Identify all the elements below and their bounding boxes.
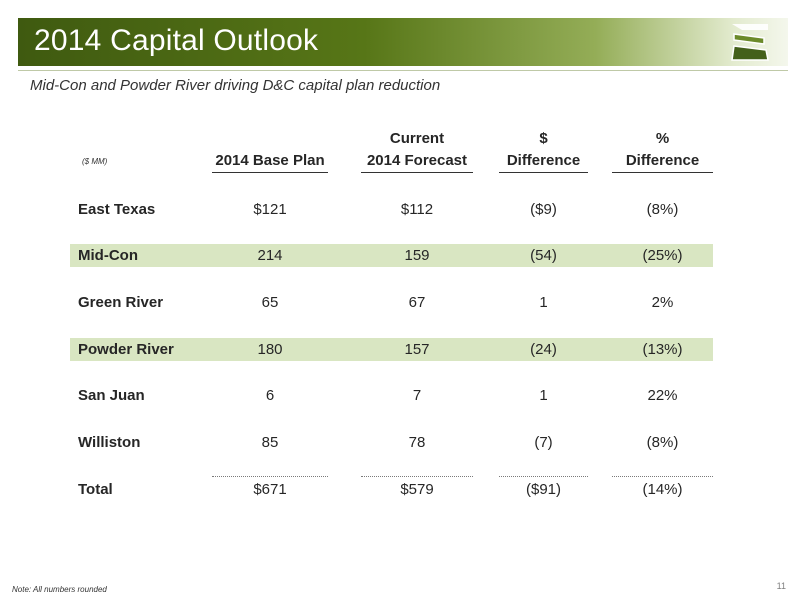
table-cell: (54) — [530, 247, 557, 264]
row-highlight-mid-con — [70, 244, 713, 267]
table-cell: $121 — [253, 201, 287, 218]
table-cell: (7) — [534, 434, 553, 451]
title-bar: 2014 Capital Outlook — [18, 18, 788, 66]
table-cell: 85 — [261, 434, 279, 451]
table-cell: (8%) — [646, 201, 679, 218]
column-header-base-plan: 2014 Base Plan — [212, 128, 328, 173]
table-cell: 65 — [261, 294, 279, 311]
page-number: 11 — [776, 581, 786, 591]
table-cell: $112 — [400, 201, 434, 218]
column-header-forecast: Current 2014 Forecast — [361, 128, 473, 173]
table-cell: (24) — [530, 341, 557, 358]
column-header-line1: Current — [389, 130, 445, 147]
table-cell: (8%) — [646, 434, 679, 451]
page-title: 2014 Capital Outlook — [34, 24, 319, 57]
table-cell: 1 — [539, 294, 548, 311]
table-cell: 214 — [257, 247, 283, 264]
table-cell: 180 — [257, 341, 283, 358]
table-cell: (25%) — [642, 247, 683, 264]
table-cell: ($9) — [530, 201, 557, 218]
column-header-line1 — [212, 128, 328, 150]
column-header-line2: 2014 Forecast — [361, 150, 473, 173]
table-cell: (13%) — [642, 341, 683, 358]
table-cell: 2% — [651, 294, 674, 311]
total-separator — [361, 476, 473, 477]
table-cell: (14%) — [642, 481, 683, 498]
row-label-san-juan: San Juan — [78, 387, 145, 404]
units-label: ($ MM) — [82, 157, 108, 166]
row-label-williston: Williston — [78, 434, 141, 451]
table-cell: 6 — [265, 387, 275, 404]
total-separator — [499, 476, 588, 477]
row-label-green-river: Green River — [78, 294, 164, 311]
row-highlight-powder-river — [70, 338, 713, 361]
column-header-dollar-difference: $ Difference — [499, 128, 588, 173]
table-cell: 67 — [408, 294, 426, 311]
footnote: Note: All numbers rounded — [12, 585, 107, 594]
column-header-line1: $ — [539, 130, 548, 147]
row-label-mid-con: Mid-Con — [78, 247, 138, 264]
column-header-percent-difference: % Difference — [612, 128, 713, 173]
column-header-line2: Difference — [612, 150, 713, 173]
total-separator — [612, 476, 713, 477]
table-cell: $579 — [400, 481, 434, 498]
table-cell: 78 — [408, 434, 426, 451]
column-header-line2: 2014 Base Plan — [212, 150, 328, 173]
title-divider — [18, 70, 788, 71]
row-label-total: Total — [78, 481, 113, 498]
stylized-s-logo-icon — [731, 24, 769, 61]
table-cell: 159 — [404, 247, 430, 264]
slide-subtitle: Mid-Con and Powder River driving D&C cap… — [30, 77, 441, 94]
row-label-east-texas: East Texas — [78, 201, 156, 218]
total-separator — [212, 476, 328, 477]
column-header-line2: Difference — [499, 150, 588, 173]
table-cell: 1 — [539, 387, 548, 404]
table-cell: ($91) — [525, 481, 562, 498]
row-label-powder-river: Powder River — [78, 341, 174, 358]
table-cell: 157 — [404, 341, 430, 358]
table-cell: 22% — [647, 387, 678, 404]
table-cell: 7 — [412, 387, 422, 404]
column-header-line1: % — [655, 130, 670, 147]
table-cell: $671 — [253, 481, 287, 498]
